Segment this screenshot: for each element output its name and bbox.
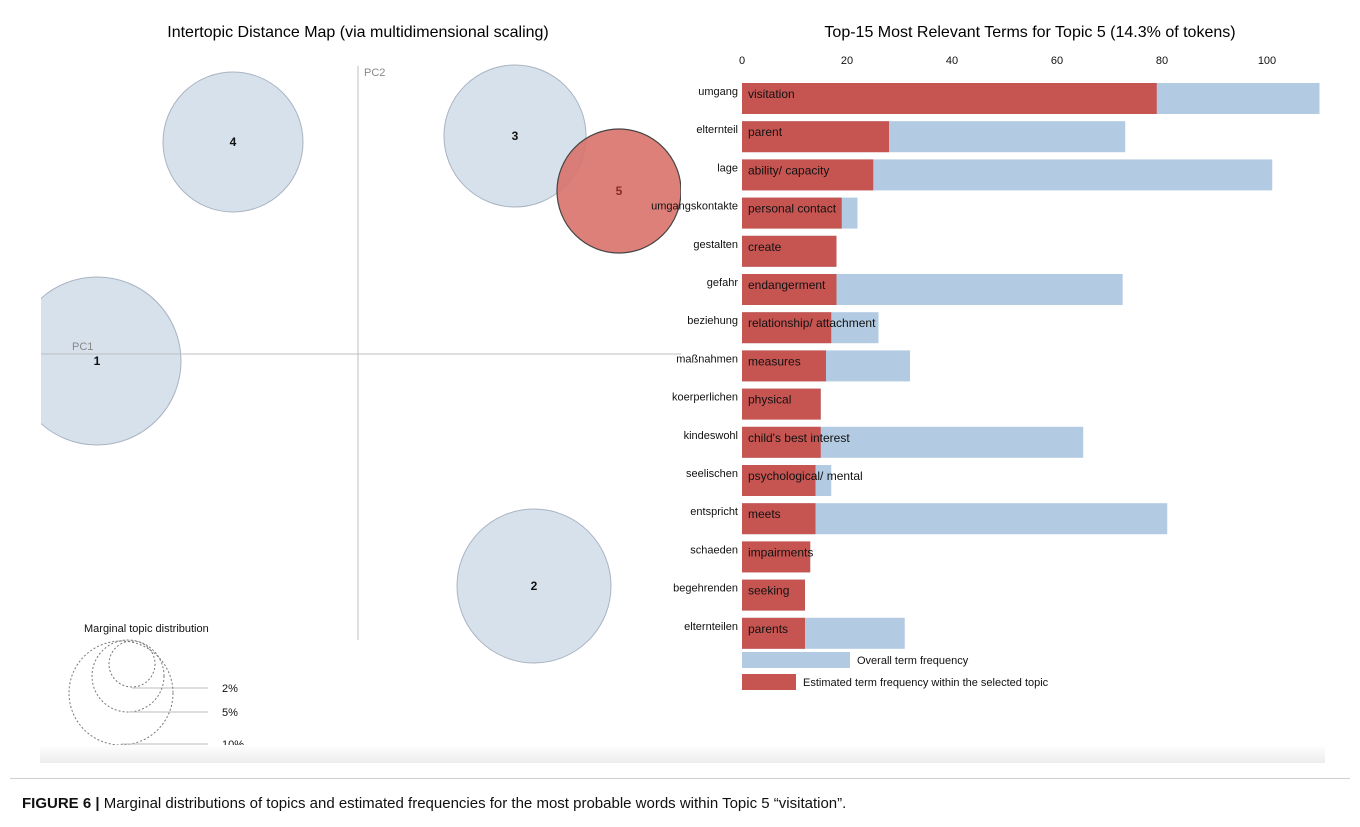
x-tick-label: 60 (1051, 55, 1063, 67)
term-translation: personal contact (748, 202, 837, 216)
bar-legend: Overall term frequency Estimated term fre… (742, 652, 1049, 690)
term-bar-chart: 0 20 40 60 80 100 umgang visitation elternteil pa… (651, 55, 1320, 649)
bar-topic-maßnahmen[interactable] (742, 350, 826, 382)
intertopic-map: 1 2 3 4 5 PC1 PC2 (13, 64, 681, 664)
caption-label: FIGURE 6 | (22, 795, 100, 812)
term-label-gefahr[interactable]: gefahr (707, 277, 739, 289)
x-tick-label: 20 (841, 55, 853, 67)
term-translation: impairments (748, 545, 813, 559)
term-label-entspricht[interactable]: entspricht (690, 506, 738, 518)
bar-topic-kindeswohl[interactable] (742, 426, 821, 458)
term-label-schaeden[interactable]: schaeden (690, 544, 738, 556)
topic-bubble-1[interactable] (13, 276, 182, 446)
term-translation: ability/ capacity (748, 163, 829, 177)
term-translation: measures (748, 354, 801, 368)
legend-label-overall: Overall term frequency (857, 655, 969, 667)
topic-label-5: 5 (616, 184, 623, 198)
panel-bottom-shadow (40, 745, 1325, 763)
term-label-lage[interactable]: lage (717, 162, 738, 174)
legend-label-topic: Estimated term frequency within the sele… (803, 677, 1049, 689)
term-translation: child's best interest (748, 431, 850, 445)
legend-swatch-overall (742, 652, 850, 668)
marginal-ring-2pct (108, 640, 156, 688)
bar-topic-elternteil[interactable] (742, 121, 889, 153)
term-translation: relationship/ attachment (748, 316, 876, 330)
bar-topic-umgang[interactable] (742, 83, 1157, 114)
term-label-umgang[interactable]: umgang (698, 86, 738, 98)
topic-bubble-3[interactable] (443, 64, 587, 208)
left-title: Intertopic Distance Map (via multidimens… (167, 24, 549, 41)
bar-topic-gefahr[interactable] (742, 274, 837, 305)
term-translation: physical (748, 393, 791, 407)
pc2-label: PC2 (364, 67, 385, 79)
term-translation: psychological/ mental (748, 469, 863, 483)
term-translation: parents (748, 622, 788, 636)
bar-topic-begehrenden[interactable] (742, 579, 805, 611)
bar-topic-elternteilen[interactable] (742, 617, 805, 649)
bar-topic-beziehung[interactable] (742, 312, 832, 344)
term-label-koerperlichen[interactable]: koerperlichen (672, 392, 738, 404)
topic-label-1: 1 (94, 354, 101, 368)
term-translation: seeking (748, 584, 789, 598)
topic-bubble-5[interactable] (556, 128, 681, 254)
marginal-ring-5pct (91, 639, 165, 713)
bar-topic-umgangskontakte[interactable] (742, 197, 842, 229)
x-tick-label: 100 (1258, 55, 1276, 67)
x-tick-label: 0 (739, 55, 745, 67)
term-translation: visitation (748, 87, 795, 101)
x-tick-label: 80 (1156, 55, 1168, 67)
caption-text: Marginal distributions of topics and est… (99, 795, 847, 812)
term-label-gestalten[interactable]: gestalten (693, 239, 738, 251)
topic-bubble-2[interactable] (456, 508, 612, 664)
term-label-elternteilen[interactable]: elternteilen (684, 621, 738, 633)
bar-topic-koerperlichen[interactable] (742, 388, 821, 420)
caption-divider (10, 778, 1350, 779)
term-translation: meets (748, 507, 781, 521)
bar-topic-gestalten[interactable] (742, 235, 837, 267)
bar-topic-seelischen[interactable] (742, 465, 816, 496)
marginal-label: 5% (222, 707, 238, 719)
topic-label-2: 2 (531, 579, 538, 593)
term-label-kindeswohl[interactable]: kindeswohl (684, 430, 738, 442)
topic-bubble-4[interactable] (162, 71, 304, 213)
term-translation: endangerment (748, 278, 826, 292)
term-label-begehrenden[interactable]: begehrenden (673, 583, 738, 595)
pc1-label: PC1 (72, 341, 93, 353)
term-label-maßnahmen[interactable]: maßnahmen (676, 353, 738, 365)
term-label-seelischen[interactable]: seelischen (686, 468, 738, 480)
bar-topic-schaeden[interactable] (742, 541, 811, 573)
term-translation: create (748, 240, 782, 254)
term-label-umgangskontakte[interactable]: umgangskontakte (651, 201, 738, 213)
bar-topic-lage[interactable] (742, 159, 874, 191)
term-translation: parent (748, 125, 783, 139)
right-title: Top-15 Most Relevant Terms for Topic 5 (… (824, 24, 1235, 41)
term-label-elternteil[interactable]: elternteil (696, 124, 738, 136)
bar-topic-entspricht[interactable] (742, 503, 816, 535)
marginal-label: 2% (222, 683, 238, 695)
marginal-ring-10pct (68, 640, 174, 746)
figure-caption: FIGURE 6 | Marginal distributions of top… (22, 795, 1338, 812)
topic-label-3: 3 (512, 129, 519, 143)
marginal-title: Marginal topic distribution (84, 623, 209, 635)
topic-label-4: 4 (230, 135, 237, 149)
term-label-beziehung[interactable]: beziehung (687, 315, 738, 327)
legend-swatch-topic (742, 674, 796, 690)
x-tick-label: 40 (946, 55, 958, 67)
